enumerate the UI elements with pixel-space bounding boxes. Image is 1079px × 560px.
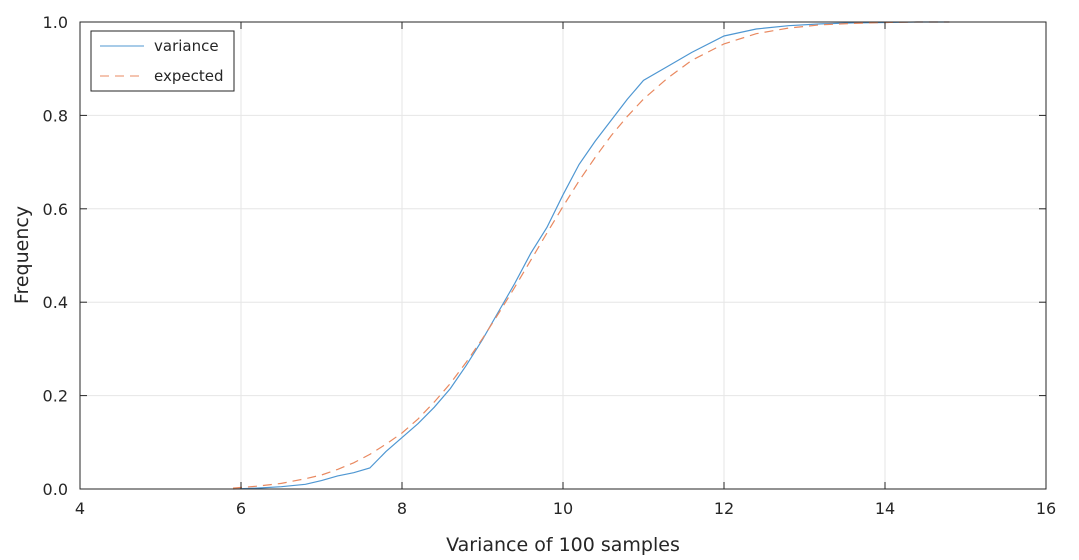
y-tick-label: 0.4 (43, 293, 68, 312)
y-tick-label: 0.6 (43, 200, 68, 219)
y-tick-label: 0.8 (43, 106, 68, 125)
x-tick-label: 16 (1036, 499, 1056, 518)
y-axis-label: Frequency (11, 206, 33, 304)
x-axis-label: Variance of 100 samples (446, 534, 680, 556)
series-lines (232, 21, 950, 490)
legend-label-expected: expected (154, 67, 223, 85)
y-tick-label: 0.0 (43, 480, 68, 499)
x-tick-labels: 4 6 8 10 12 14 16 (75, 499, 1056, 518)
x-tick-label: 8 (397, 499, 407, 518)
y-tick-label: 1.0 (43, 13, 68, 32)
legend-label-variance: variance (154, 37, 219, 55)
y-tick-labels: 0.0 0.2 0.4 0.6 0.8 1.0 (43, 13, 68, 499)
legend-box (90, 30, 235, 92)
series-line-expected (232, 21, 950, 489)
axis-ticks (79, 21, 1047, 490)
x-tick-label: 4 (75, 499, 85, 518)
x-tick-label: 6 (236, 499, 246, 518)
series-line-variance (232, 21, 950, 490)
x-tick-label: 14 (875, 499, 895, 518)
x-tick-label: 12 (714, 499, 734, 518)
grid-lines (80, 22, 1046, 489)
legend: variance expected (90, 30, 235, 92)
x-tick-label: 10 (553, 499, 573, 518)
y-tick-label: 0.2 (43, 387, 68, 406)
